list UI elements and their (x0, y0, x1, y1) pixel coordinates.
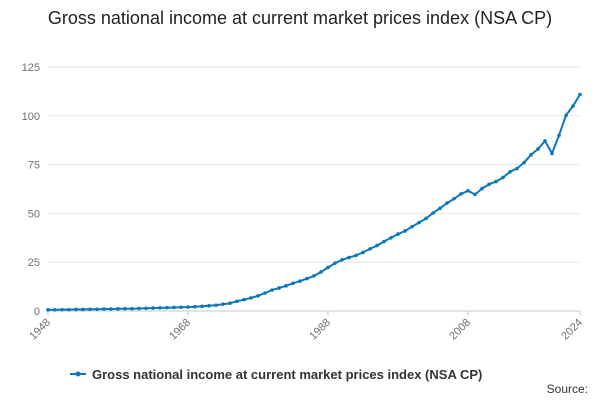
data-point[interactable] (543, 139, 547, 143)
data-point[interactable] (242, 297, 246, 302)
data-point[interactable] (207, 303, 211, 308)
data-point[interactable] (81, 307, 85, 312)
legend-label: Gross national income at current market … (92, 367, 482, 382)
data-point[interactable] (102, 307, 106, 311)
data-point[interactable] (116, 307, 120, 311)
data-point[interactable] (361, 250, 365, 255)
data-point[interactable] (571, 104, 575, 108)
legend[interactable]: Gross national income at current market … (70, 367, 482, 382)
data-point[interactable] (291, 281, 295, 286)
x-tick-label: 2008 (447, 317, 473, 343)
data-point[interactable] (172, 305, 176, 310)
data-point[interactable] (256, 293, 260, 298)
data-point[interactable] (46, 308, 50, 312)
data-point[interactable] (396, 232, 400, 236)
data-point[interactable] (557, 133, 561, 138)
data-point[interactable] (277, 286, 281, 290)
data-point[interactable] (109, 307, 113, 311)
y-tick-label: 100 (22, 111, 40, 123)
data-point[interactable] (445, 201, 449, 205)
data-point[interactable] (333, 261, 337, 265)
x-tick-label: 1988 (307, 317, 333, 343)
data-point[interactable] (473, 192, 477, 197)
data-point[interactable] (95, 307, 99, 312)
data-point[interactable] (305, 276, 309, 281)
data-point[interactable] (165, 305, 169, 310)
data-point[interactable] (403, 229, 407, 233)
data-point[interactable] (431, 211, 435, 215)
data-point[interactable] (193, 304, 197, 309)
data-point[interactable] (200, 304, 204, 309)
data-point[interactable] (452, 196, 456, 201)
y-tick-label: 50 (28, 208, 40, 220)
data-point[interactable] (221, 302, 225, 306)
data-point[interactable] (382, 239, 386, 244)
data-point[interactable] (417, 220, 421, 225)
data-point[interactable] (60, 307, 64, 312)
data-point[interactable] (466, 188, 470, 193)
data-point[interactable] (312, 274, 316, 278)
data-point[interactable] (249, 296, 253, 300)
data-point[interactable] (522, 160, 526, 165)
data-point[interactable] (123, 306, 127, 311)
series-layer (46, 92, 582, 312)
data-point[interactable] (214, 303, 218, 307)
data-point[interactable] (137, 306, 141, 311)
data-point[interactable] (186, 305, 190, 309)
data-point[interactable] (487, 182, 491, 187)
y-axis: 0 25 50 75 100 125 (22, 62, 40, 318)
data-point[interactable] (228, 301, 232, 305)
data-point[interactable] (508, 170, 512, 174)
data-point[interactable] (354, 253, 358, 258)
data-point[interactable] (410, 224, 414, 229)
data-point[interactable] (263, 291, 267, 295)
data-point[interactable] (536, 147, 540, 151)
data-point[interactable] (424, 216, 428, 221)
data-point[interactable] (515, 166, 519, 171)
data-point[interactable] (550, 151, 554, 156)
data-point[interactable] (151, 306, 155, 310)
y-tick-label: 25 (28, 257, 40, 269)
data-point[interactable] (298, 279, 302, 283)
data-point[interactable] (326, 265, 330, 270)
data-point[interactable] (74, 307, 78, 312)
data-point[interactable] (158, 306, 162, 310)
data-point[interactable] (340, 258, 344, 262)
data-point[interactable] (284, 284, 288, 288)
data-point[interactable] (438, 206, 442, 211)
data-point[interactable] (459, 192, 463, 196)
data-point[interactable] (501, 175, 505, 180)
data-point[interactable] (375, 243, 379, 248)
data-point[interactable] (578, 92, 582, 97)
grid-layer (48, 66, 580, 312)
x-tick-label: 2024 (559, 317, 585, 343)
data-point[interactable] (130, 306, 134, 311)
data-point[interactable] (53, 308, 57, 312)
legend-marker-icon (75, 371, 81, 377)
data-point[interactable] (88, 307, 92, 312)
y-tick-label: 125 (22, 62, 40, 74)
data-point[interactable] (347, 255, 351, 260)
data-point[interactable] (270, 288, 274, 292)
x-axis: 1948 1968 1988 2008 2024 (27, 311, 585, 342)
data-point[interactable] (368, 247, 372, 251)
chart-title: Gross national income at current market … (47, 8, 553, 28)
y-tick-label: 0 (34, 306, 40, 318)
data-point[interactable] (235, 299, 239, 304)
x-tick-label: 1948 (27, 317, 53, 343)
data-point[interactable] (144, 306, 148, 311)
data-point[interactable] (564, 113, 568, 118)
source-label: Source: (546, 382, 588, 396)
data-point[interactable] (494, 179, 498, 184)
data-point[interactable] (319, 270, 323, 274)
x-tick-label: 1968 (167, 317, 193, 343)
data-point[interactable] (529, 153, 533, 157)
data-point[interactable] (480, 186, 484, 191)
data-point[interactable] (179, 305, 183, 310)
data-point[interactable] (67, 307, 71, 312)
data-point[interactable] (389, 236, 393, 240)
y-tick-label: 75 (28, 160, 40, 172)
